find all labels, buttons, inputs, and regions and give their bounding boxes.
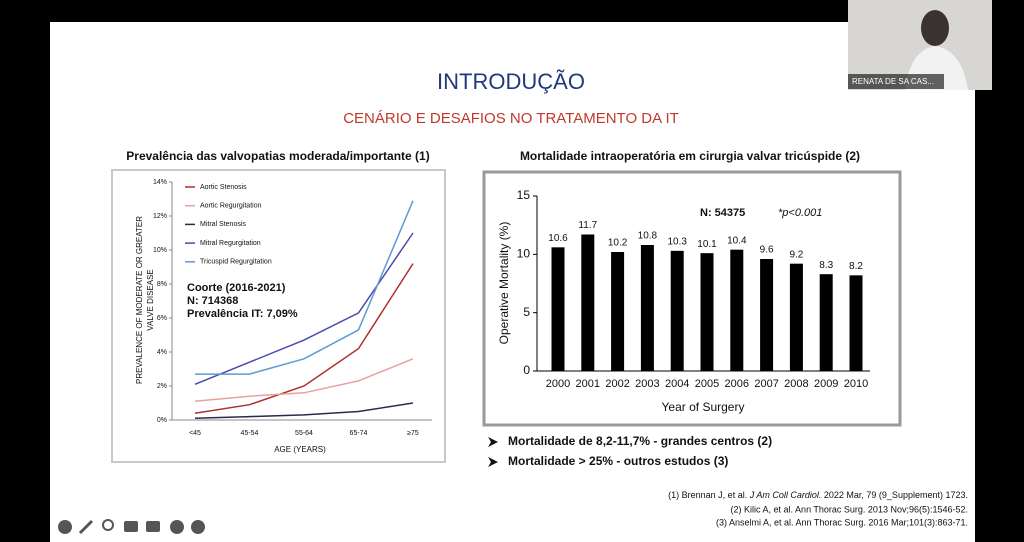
annotation: Coorte (2016-2021) (187, 282, 286, 294)
x-tick-label: 2003 (635, 378, 659, 390)
annotation: Prevalência IT: 7,09% (187, 308, 298, 320)
series-line (194, 402, 414, 420)
x-axis-label: AGE (YEARS) (274, 445, 326, 454)
y-tick-label: 5 (523, 305, 530, 319)
slide-subtitle: CENÁRIO E DESAFIOS NO TRATAMENTO DA IT (343, 110, 679, 127)
bar (670, 250, 684, 371)
x-tick-label: <45 (189, 430, 201, 437)
participant-name: RENATA DE SA CAS... (852, 77, 934, 86)
annotation: N: 714368 (187, 295, 238, 307)
x-axis-label: Year of Surgery (662, 400, 745, 414)
series-line (194, 358, 414, 403)
legend-label: Mitral Regurgitation (200, 240, 261, 247)
x-tick-label: 2009 (814, 378, 838, 390)
legend-label: Mitral Stenosis (200, 221, 246, 228)
x-tick-label: 2004 (665, 378, 689, 390)
x-tick-label: 2005 (695, 378, 719, 390)
zoom-button[interactable] (102, 519, 114, 531)
x-tick-label: 2010 (844, 378, 868, 390)
reference-text: 2022 Mar, 79 (9_Supplement) 1723. (821, 490, 968, 500)
y-axis-label: PREVALENCE OF MODERATE OR GREATER (135, 216, 144, 384)
reference: (1) Brennan J, et al. J Am Coll Cardiol.… (668, 490, 968, 500)
person-head (921, 10, 949, 46)
x-tick-label: 2008 (784, 378, 808, 390)
y-tick-label: 12% (153, 213, 167, 220)
toolbar (58, 519, 205, 535)
value-label: 10.1 (697, 239, 717, 250)
bar (581, 234, 595, 371)
value-label: 10.2 (608, 238, 628, 249)
x-tick-label: 45-54 (241, 430, 259, 437)
bar (551, 247, 565, 371)
x-tick-label: ≥75 (407, 430, 419, 437)
bar (849, 275, 863, 371)
x-tick-label: 2006 (725, 378, 749, 390)
slide-title: INTRODUÇÃO (437, 69, 585, 94)
value-label: 8.2 (849, 261, 863, 272)
value-label: 9.2 (789, 249, 803, 260)
x-tick-label: 2000 (546, 378, 570, 390)
chart-title: Mortalidade intraoperatória em cirurgia … (520, 149, 860, 163)
prev-button[interactable] (58, 520, 72, 534)
value-label: 10.3 (667, 236, 687, 247)
bar (700, 253, 714, 371)
bullet: Mortalidade de 8,2-11,7% - grandes centr… (508, 434, 772, 448)
bar (640, 245, 654, 371)
bar (819, 274, 833, 371)
series-line (195, 200, 414, 375)
x-tick-label: 2002 (605, 378, 629, 390)
y-axis-label: Operative Mortality (%) (497, 222, 511, 345)
annotation: N: 54375 (700, 207, 745, 219)
next-button[interactable] (191, 520, 205, 534)
y-tick-label: 0 (523, 363, 530, 377)
pen-button[interactable] (78, 519, 94, 535)
y-tick-label: 10 (517, 247, 531, 261)
x-tick-label: 65-74 (350, 430, 368, 437)
more-button[interactable] (170, 520, 184, 534)
bar (730, 249, 744, 371)
chart-frame (111, 169, 446, 463)
bar (789, 263, 803, 371)
value-label: 9.6 (760, 245, 774, 256)
bullet-arrow (488, 437, 498, 447)
y-tick-label: 2% (157, 383, 167, 390)
y-axis-label: VALVE DISEASE (146, 269, 155, 331)
webcam: RENATA DE SA CAS... (848, 0, 992, 90)
x-tick-label: 2007 (754, 378, 778, 390)
cc-button[interactable] (124, 521, 138, 532)
y-tick-label: 0% (157, 417, 167, 424)
y-tick-label: 10% (153, 247, 167, 254)
value-label: 10.4 (727, 235, 747, 246)
value-label: 10.8 (638, 231, 658, 242)
value-label: 10.6 (548, 233, 568, 244)
y-tick-label: 6% (157, 315, 167, 322)
reference-journal: J Am Coll Cardiol. (749, 490, 822, 500)
legend-label: Aortic Stenosis (200, 184, 247, 191)
x-tick-label: 55-64 (295, 430, 313, 437)
chart-title: Prevalência das valvopatias moderada/imp… (126, 149, 429, 163)
y-tick-label: 14% (153, 179, 167, 186)
bar (611, 252, 625, 371)
reference: (3) Anselmi A, et al. Ann Thorac Surg. 2… (716, 517, 968, 527)
x-tick-label: 2001 (576, 378, 600, 390)
video-button[interactable] (146, 521, 160, 532)
bullet: Mortalidade > 25% - outros estudos (3) (508, 454, 728, 468)
bar (760, 259, 774, 371)
value-label: 11.7 (578, 220, 597, 231)
series-line (194, 263, 414, 414)
reference-text: (1) Brennan J, et al. (668, 490, 750, 500)
value-label: 8.3 (819, 260, 833, 271)
name-tag (848, 74, 944, 89)
bullet-arrow (488, 457, 498, 467)
y-tick-label: 8% (157, 281, 167, 288)
y-tick-label: 4% (157, 349, 167, 356)
legend-label: Aortic Regurgitation (200, 203, 262, 210)
reference: (2) Kilic A, et al. Ann Thorac Surg. 201… (731, 504, 968, 514)
annotation: *p<0.001 (778, 207, 822, 219)
legend-label: Tricuspid Regurgitation (200, 259, 272, 266)
y-tick-label: 15 (517, 188, 531, 202)
